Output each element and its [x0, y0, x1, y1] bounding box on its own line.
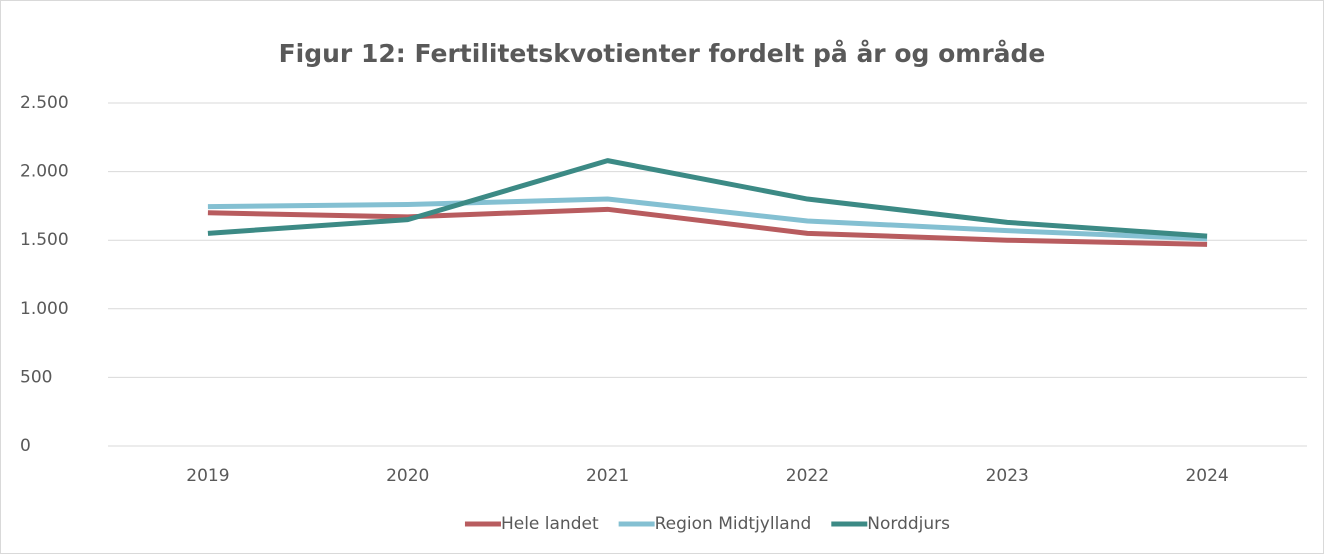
y-tick-label: 2.000 [20, 162, 69, 182]
y-tick-label: 1.500 [20, 230, 69, 250]
x-tick-label: 2024 [1185, 466, 1228, 486]
series-line [207, 158, 1208, 239]
x-tick-label: 2019 [186, 466, 229, 486]
x-tick-label: 2022 [786, 466, 829, 486]
y-tick-label: 0 [20, 436, 31, 456]
chart-title: Figur 12: Fertilitetskvotienter fordelt … [279, 39, 1046, 68]
legend-label: Hele landet [501, 514, 599, 534]
legend-label: Norddjurs [867, 514, 950, 534]
series-line [207, 196, 1208, 242]
series-line [207, 206, 1208, 247]
y-tick-label: 500 [20, 367, 52, 387]
y-tick-label: 1.000 [20, 299, 69, 319]
x-tick-label: 2021 [586, 466, 629, 486]
legend-label: Region Midtjylland [655, 514, 812, 534]
y-tick-label: 2.500 [20, 93, 69, 113]
x-tick-label: 2020 [386, 466, 429, 486]
x-tick-label: 2023 [986, 466, 1029, 486]
